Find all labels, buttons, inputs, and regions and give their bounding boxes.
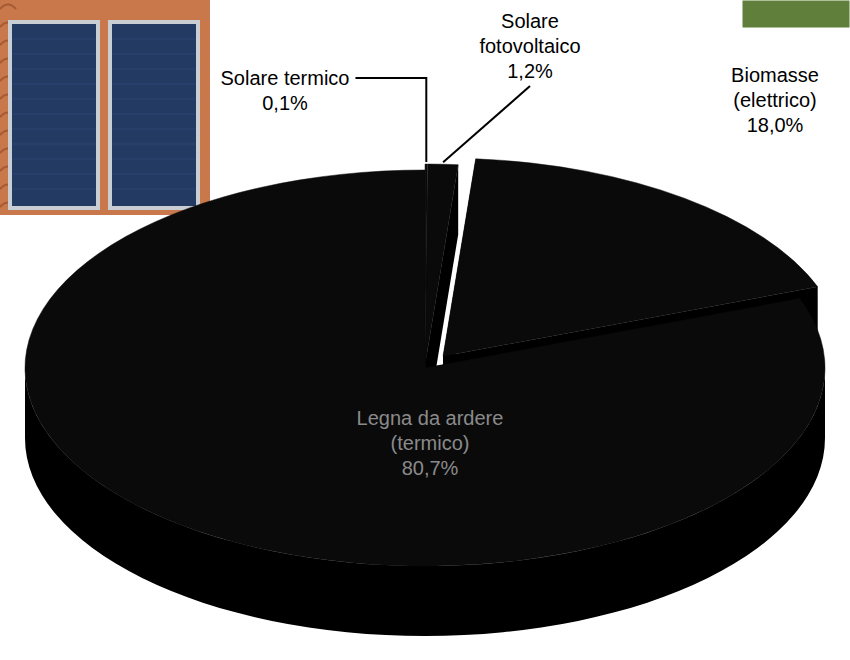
panel-line [112,99,196,100]
panel-line [12,129,96,130]
panel-line [112,54,196,55]
panel-line [12,189,96,190]
pie-slice [25,170,825,566]
grass [742,0,850,28]
roof [0,0,210,215]
panel-line [112,69,196,70]
panel-line [12,114,96,115]
panel-line [112,129,196,130]
panel-line [12,84,96,85]
panel-line [112,39,196,40]
panel-line [12,159,96,160]
roof-tile [0,5,16,10]
panel-line [12,54,96,55]
panel-line [112,189,196,190]
category-label: Biomasse(elettrico) [731,64,819,111]
panel-line [112,159,196,160]
leader-line [443,86,530,162]
photo [742,0,850,28]
panel [112,24,196,206]
pie-slices [25,159,825,566]
data-label: 0,1% [262,92,308,114]
leader-line [355,78,426,162]
panel-line [112,114,196,115]
category-label: Legna da ardere(termico) [357,407,504,454]
pie-sides [25,159,825,636]
category-label: Solarefotovoltaico [479,10,580,57]
photo [0,0,210,215]
panel-line [112,174,196,175]
panel-line [12,174,96,175]
panel-line [112,84,196,85]
panel-line [12,144,96,145]
category-label: Solare termico [221,67,350,89]
labels: Solare termico 0,1% Solarefotovoltaico 1,2%… [221,10,819,479]
data-label: 18,0% [747,114,804,136]
panel-line [12,99,96,100]
photo-frame [742,0,850,28]
panel-line [112,144,196,145]
panel-line [12,39,96,40]
panel-frame [108,20,200,210]
chart: Solare termico 0,1% Solarefotovoltaico 1,2%… [0,0,850,660]
panel-frame [8,20,100,210]
data-label: 1,2% [507,60,553,82]
panel-line [12,69,96,70]
panel [12,24,96,206]
data-label: 80,7% [402,457,459,479]
